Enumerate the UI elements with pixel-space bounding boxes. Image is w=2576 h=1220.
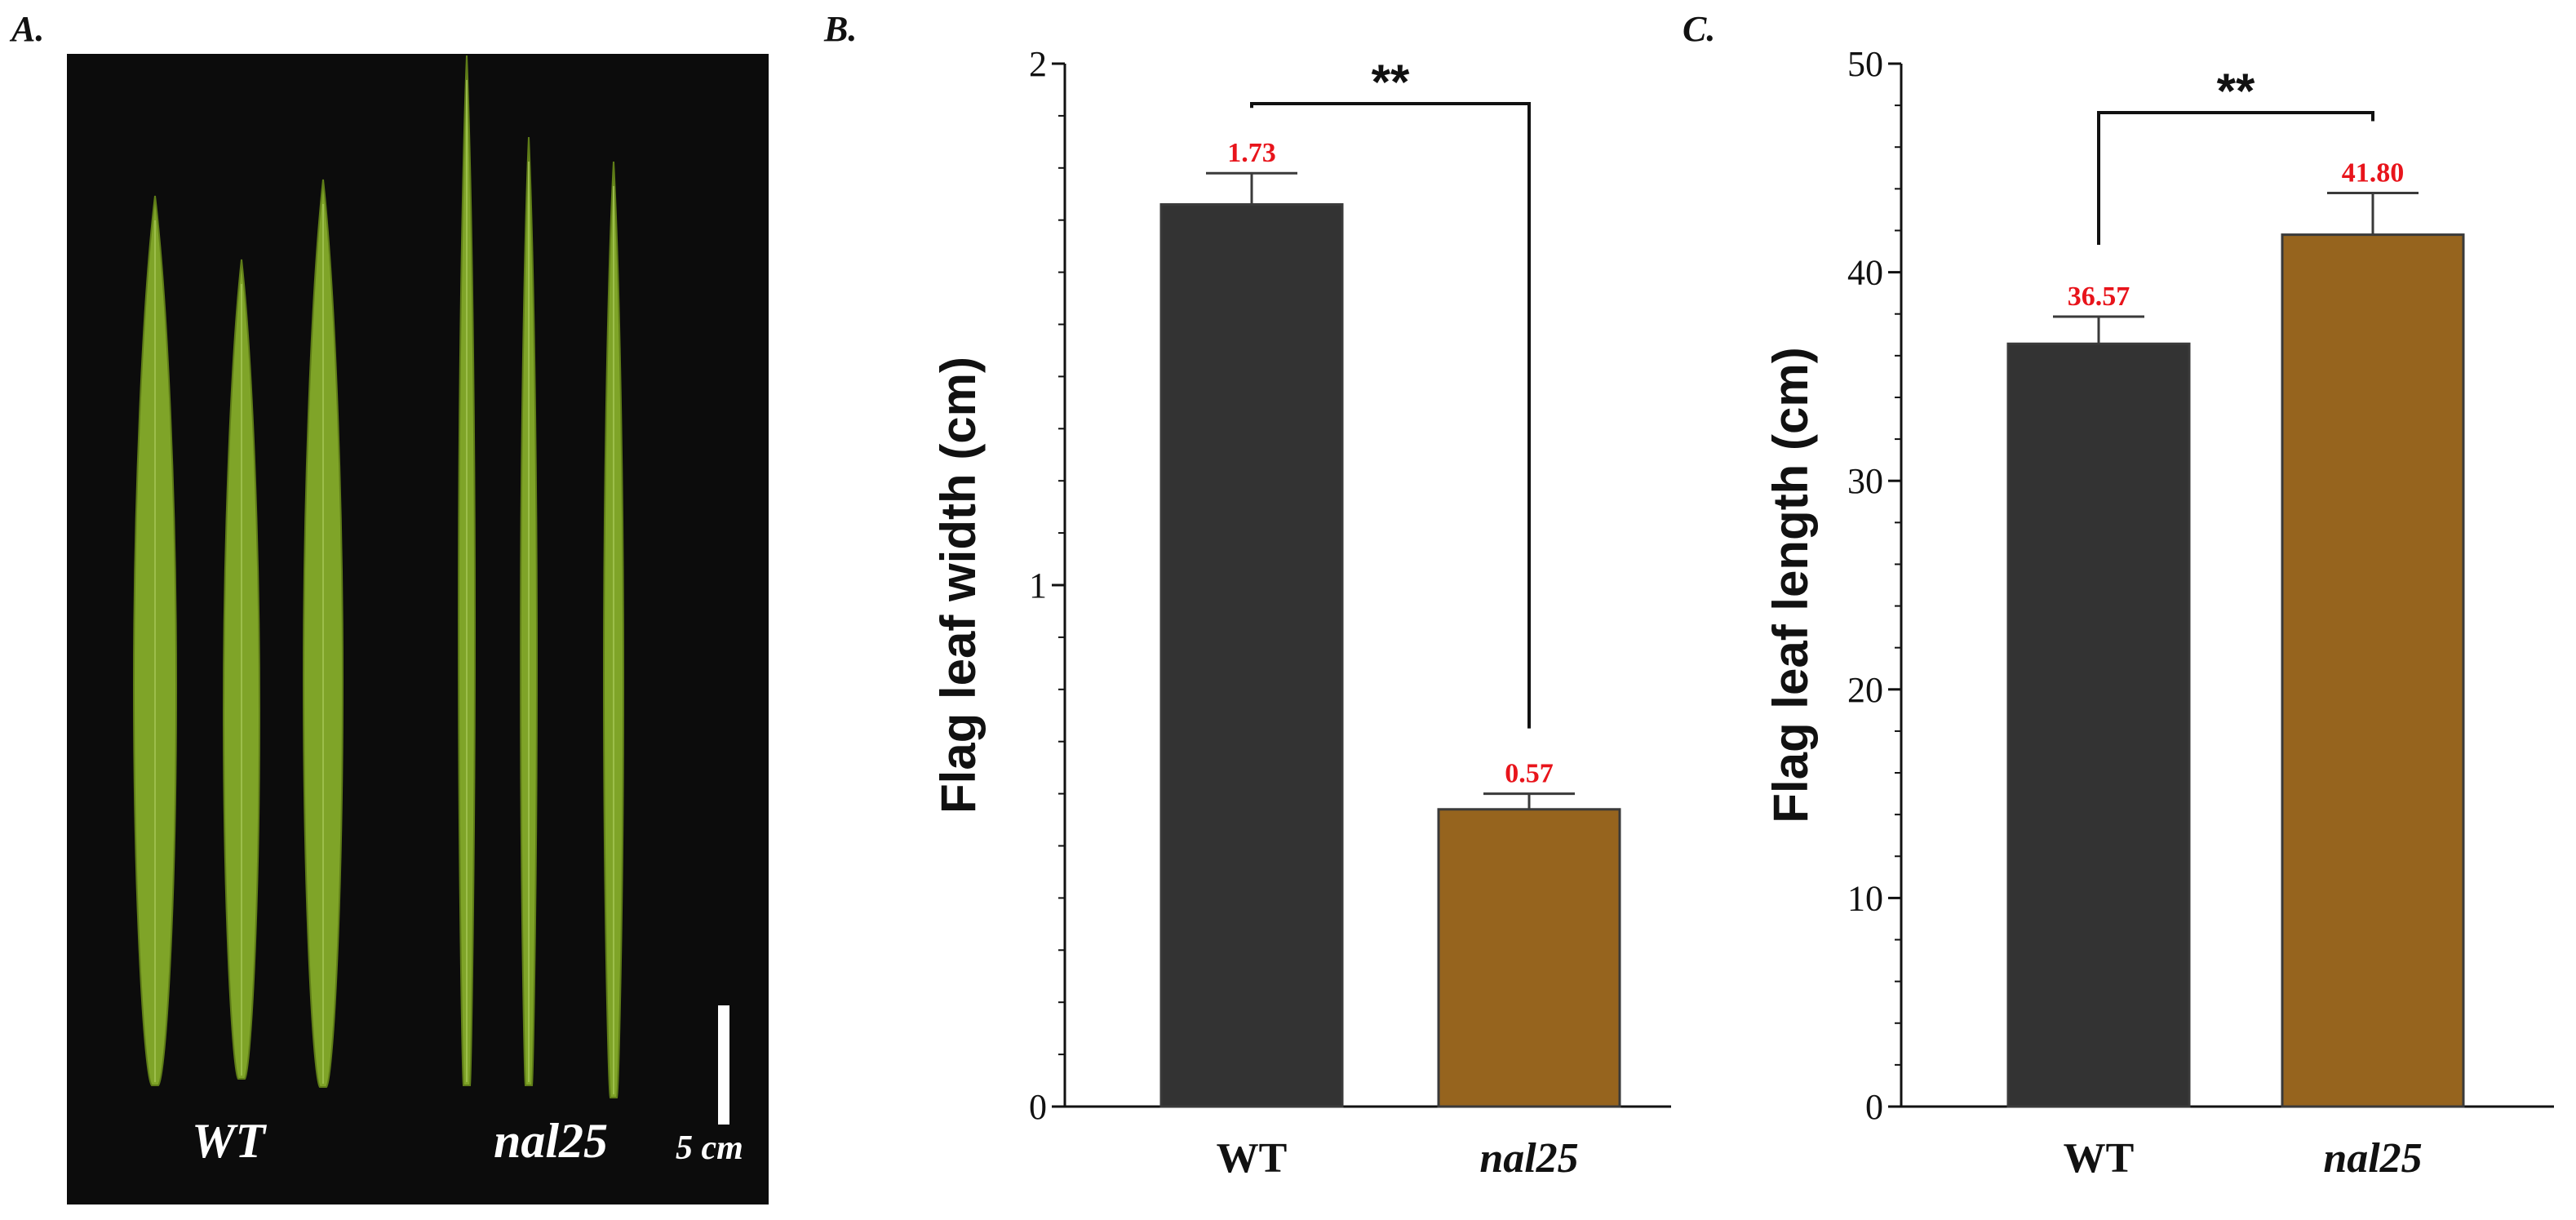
photo-label-wt: WT	[192, 1114, 267, 1168]
y-tick-label: 0	[1029, 1087, 1047, 1127]
bar-wt	[1159, 203, 1344, 1108]
x-tick-label-nal25: nal25	[1479, 1135, 1578, 1182]
y-tick-label: 50	[1847, 44, 1883, 84]
value-label-wt: 1.73	[1227, 138, 1276, 168]
significance-label: **	[1372, 55, 1410, 109]
leaf-photo: WT nal25 5 cm	[67, 54, 769, 1204]
value-label-nal25: 0.57	[1505, 759, 1554, 789]
y-tick-label: 10	[1847, 878, 1883, 918]
chart-flag-leaf-length: 0 10 20 30 40 50 Flag leaf length (cm) 36.57 WT 4…	[1763, 44, 2554, 1182]
panel-label-b: B.	[823, 9, 857, 49]
chart-flag-leaf-width: 0 1 2 Flag leaf width (cm) 1.73 WT 0.57 nal25 **	[931, 44, 1671, 1182]
value-label-wt: 36.57	[2068, 282, 2130, 312]
y-tick-label: 0	[1865, 1087, 1883, 1127]
bar-nal25	[1437, 808, 1621, 1108]
y-tick-label: 20	[1847, 670, 1883, 710]
panel-label-c: C.	[1683, 9, 1715, 49]
x-tick-label-wt: WT	[1217, 1135, 1288, 1182]
significance-bracket	[1250, 102, 1531, 729]
scale-bar	[718, 1005, 729, 1125]
x-tick-label-nal25: nal25	[2323, 1135, 2422, 1182]
y-tick-label: 2	[1029, 44, 1047, 84]
scale-bar-label: 5 cm	[676, 1129, 743, 1167]
y-tick-label: 1	[1029, 566, 1047, 606]
value-label-nal25: 41.80	[2342, 157, 2405, 188]
y-axis-label: Flag leaf length (cm)	[1763, 347, 1818, 823]
y-tick-label: 40	[1847, 253, 1883, 293]
y-axis-label: Flag leaf width (cm)	[931, 357, 986, 814]
y-tick-label: 30	[1847, 461, 1883, 501]
significance-label: **	[2217, 64, 2255, 118]
leaves-group	[132, 55, 625, 1098]
x-tick-label-wt: WT	[2064, 1135, 2135, 1182]
bar-wt	[2006, 342, 2191, 1108]
significance-bracket	[2097, 111, 2374, 246]
photo-background	[67, 54, 769, 1204]
photo-label-nal25: nal25	[494, 1114, 608, 1168]
bar-nal25	[2281, 233, 2465, 1108]
panel-label-a: A.	[9, 9, 44, 49]
